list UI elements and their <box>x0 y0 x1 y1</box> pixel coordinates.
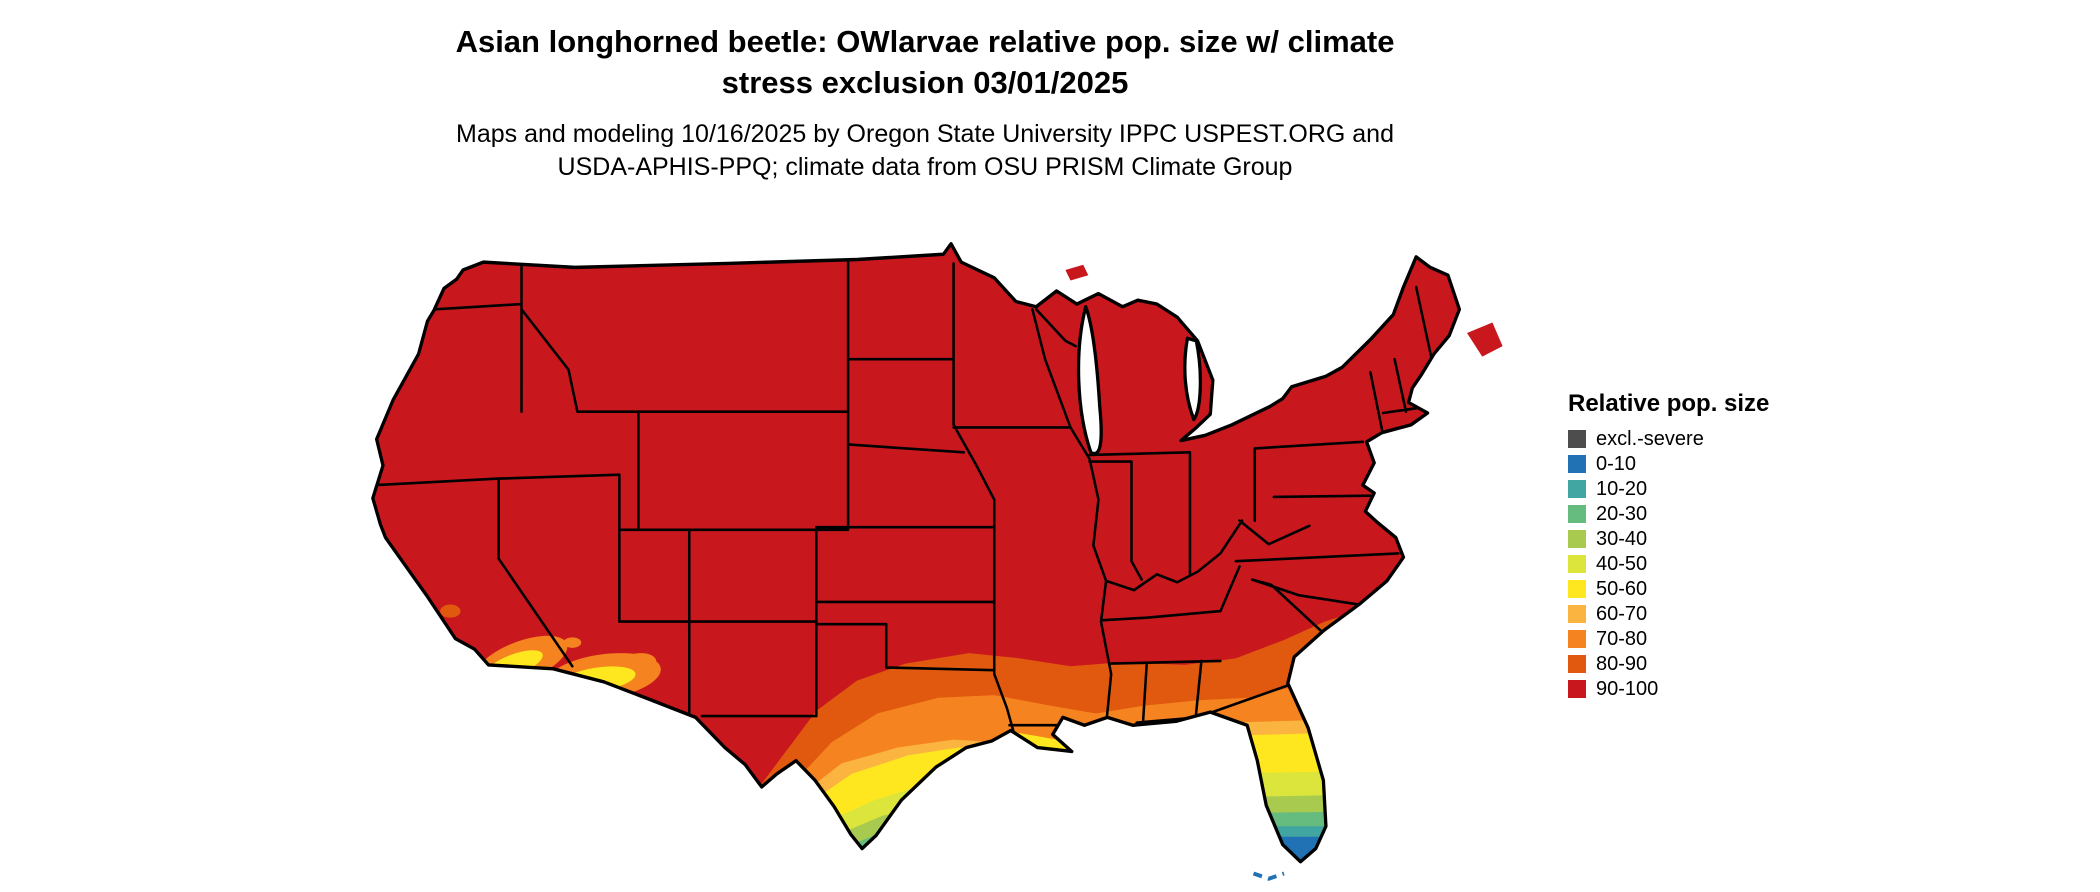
legend-item: 30-40 <box>1568 527 1828 550</box>
legend-items: excl.-severe 0-10 10-20 20-30 30-40 40-50 50-6… <box>1568 427 1828 700</box>
pop-patch <box>563 637 582 648</box>
legend-swatch <box>1568 580 1586 598</box>
pop-band <box>1189 731 1361 777</box>
legend-swatch <box>1568 480 1586 498</box>
map-subtitle-line2: USDA-APHIS-PPQ; climate data from OSU PR… <box>557 152 1293 181</box>
map-subtitle-line1: Maps and modeling 10/16/2025 by Oregon S… <box>456 119 1394 148</box>
legend-label: 30-40 <box>1596 527 1648 550</box>
legend-item: 90-100 <box>1568 677 1828 700</box>
pop-patch <box>440 604 461 618</box>
legend-label: 0-10 <box>1596 452 1637 475</box>
legend-item: 70-80 <box>1568 627 1828 650</box>
legend-swatch <box>1568 455 1586 473</box>
pop-band <box>1243 836 1335 862</box>
map-header: Asian longhorned beetle: OWlarvae relati… <box>0 22 1850 184</box>
us-choropleth-map <box>308 228 1528 884</box>
legend-label: excl.-severe <box>1596 427 1704 450</box>
legend-swatch <box>1568 630 1586 648</box>
us-map-outline <box>371 242 1462 864</box>
legend-item: 10-20 <box>1568 477 1828 500</box>
pop-band <box>979 733 1096 782</box>
legend-label: 60-70 <box>1596 602 1648 625</box>
legend-label: 10-20 <box>1596 477 1648 500</box>
map-title-line1: Asian longhorned beetle: OWlarvae relati… <box>455 24 1395 59</box>
legend-label: 80-90 <box>1596 652 1648 675</box>
legend-swatch <box>1568 555 1586 573</box>
legend-item: 20-30 <box>1568 502 1828 525</box>
legend-swatch <box>1568 655 1586 673</box>
legend: Relative pop. size excl.-severe 0-10 10-20… <box>1568 390 1828 705</box>
map-title-line2: stress exclusion 03/01/2025 <box>721 64 1129 100</box>
map-speck-northeast <box>1467 322 1503 357</box>
legend-label: 70-80 <box>1596 627 1648 650</box>
legend-item: 80-90 <box>1568 652 1828 675</box>
legend-item: 50-60 <box>1568 577 1828 600</box>
florida-keys <box>1252 871 1285 881</box>
legend-label: 90-100 <box>1596 677 1659 700</box>
pop-band <box>846 847 880 862</box>
pop-band <box>1205 771 1356 801</box>
legend-item: 40-50 <box>1568 552 1828 575</box>
legend-swatch <box>1568 505 1586 523</box>
us-map-svg <box>371 242 1503 881</box>
map-speck-lakes <box>1065 264 1089 281</box>
pop-patch <box>625 653 657 669</box>
legend-swatch <box>1568 430 1586 448</box>
legend-swatch <box>1568 605 1586 623</box>
pop-patch <box>544 674 570 688</box>
legend-item: 60-70 <box>1568 602 1828 625</box>
legend-swatch <box>1568 680 1586 698</box>
legend-item: 0-10 <box>1568 452 1828 475</box>
legend-item: excl.-severe <box>1568 427 1828 450</box>
legend-title: Relative pop. size <box>1568 390 1770 417</box>
legend-swatch <box>1568 530 1586 548</box>
legend-label: 20-30 <box>1596 502 1648 525</box>
map-subtitle: Maps and modeling 10/16/2025 by Oregon S… <box>0 118 1850 184</box>
legend-label: 50-60 <box>1596 577 1648 600</box>
legend-label: 40-50 <box>1596 552 1648 575</box>
